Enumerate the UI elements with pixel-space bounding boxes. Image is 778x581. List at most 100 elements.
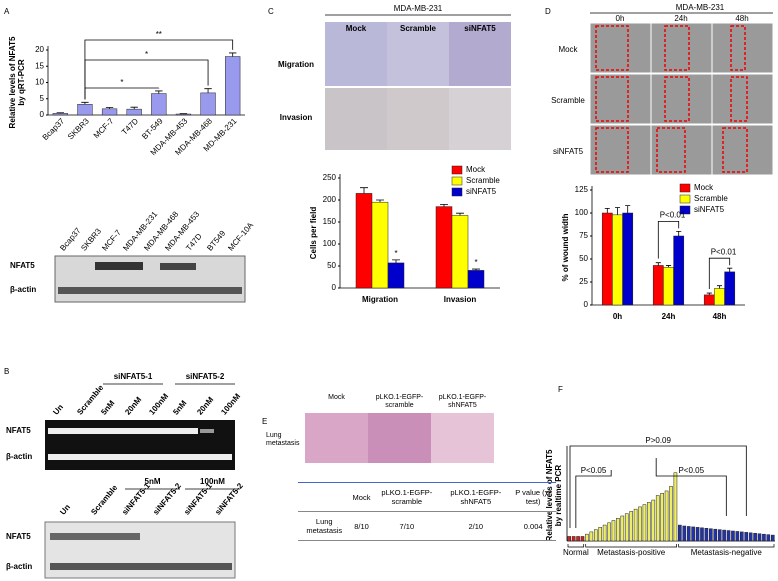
bar	[589, 531, 594, 542]
lane-label: SKBR3	[79, 226, 103, 252]
image	[449, 88, 511, 150]
lane-label: siNFAT5-2	[213, 481, 245, 517]
y-tick-label: 0	[40, 110, 45, 119]
cell: pLKO.1-EGFP-shNFAT5	[441, 482, 511, 512]
row-label: β-actin	[10, 285, 36, 294]
cell: 0.004	[523, 521, 543, 531]
column-label: 24h	[674, 14, 687, 23]
data-row: Lung metastasis 8/10 7/10 2/10 0.004	[298, 512, 556, 541]
bar	[451, 215, 469, 289]
x-tick-label: Migration	[362, 295, 398, 304]
error-bar	[376, 199, 384, 203]
panel-letter: E	[262, 417, 267, 426]
image-title: MDA-MB-231	[676, 3, 725, 12]
bar	[647, 502, 651, 542]
y-tick-label: 50	[327, 261, 336, 270]
row-label: siNFAT5	[553, 147, 584, 156]
x-tick-label: 24h	[662, 312, 676, 321]
bar	[602, 524, 607, 542]
cell: Mock	[350, 482, 373, 512]
column-label: pLKO.1-EGFP-scramble	[375, 394, 424, 409]
legend-label: Mock	[466, 165, 486, 174]
y-axis-label: by realtime PCR	[554, 465, 563, 527]
y-tick-label: 25	[579, 277, 588, 286]
column-label: 48h	[735, 14, 748, 23]
bar	[652, 265, 664, 306]
sig-bracket	[708, 257, 731, 290]
row-label: β-actin	[6, 452, 32, 461]
blot-a	[54, 255, 246, 303]
bar	[175, 113, 192, 116]
bar	[744, 532, 749, 542]
error-bar	[81, 101, 89, 105]
cell	[298, 482, 351, 512]
bar	[740, 531, 744, 542]
image	[589, 124, 652, 176]
lane-label: T47D	[184, 232, 204, 253]
legend-swatch	[679, 194, 691, 204]
image	[711, 22, 774, 74]
y-axis-label: by qRT-PCR	[17, 59, 26, 105]
error-bar	[625, 205, 631, 213]
band	[58, 287, 242, 294]
error-bar	[155, 90, 163, 94]
image-title: MDA-MB-231	[394, 4, 443, 13]
error-bar	[614, 207, 621, 215]
bar	[663, 267, 674, 306]
bar	[722, 529, 726, 542]
y-tick-label: 250	[323, 173, 337, 182]
bar	[664, 490, 669, 542]
p-value: P>0.09	[645, 436, 671, 445]
row-label: β-actin	[6, 562, 32, 571]
bar	[753, 533, 757, 542]
y-axis-label: Cells per field	[309, 207, 318, 260]
bar	[726, 530, 731, 542]
p-value: P<0.05	[678, 466, 704, 475]
image	[650, 73, 713, 125]
column-label: Scramble	[400, 24, 437, 33]
bar	[629, 511, 633, 542]
bar	[151, 93, 167, 116]
column-label: siNFAT5	[464, 24, 496, 33]
wound-boxes	[595, 25, 748, 173]
lane-label: BT549	[205, 228, 227, 252]
image	[325, 22, 387, 86]
bar	[225, 56, 241, 116]
group-label: Metastasis-positive	[597, 548, 666, 557]
bar	[435, 206, 453, 289]
bar	[673, 235, 685, 306]
cell: 8/10	[354, 521, 369, 531]
y-tick-label: 20	[35, 45, 44, 54]
wound-box	[664, 76, 690, 122]
bar	[355, 193, 373, 289]
sig-bracket	[84, 59, 209, 100]
x-tick-label: 0h	[613, 312, 622, 321]
legend-swatch	[451, 165, 463, 175]
y-tick-label: 0	[584, 300, 589, 309]
x-tick-label: Invasion	[444, 295, 477, 304]
bar	[757, 533, 762, 542]
panel-letter: D	[545, 7, 551, 16]
bar	[585, 533, 589, 542]
significance: **	[156, 30, 162, 39]
y-tick-label: 75	[579, 231, 588, 240]
lane-label: Un	[58, 503, 72, 517]
error-bar	[392, 259, 400, 263]
lane-label: 5nM	[171, 398, 188, 416]
band	[200, 429, 214, 433]
bar	[101, 108, 118, 116]
legend-label: siNFAT5	[694, 205, 725, 214]
cell: P value (χ² test)	[510, 482, 556, 512]
error-bar	[604, 208, 610, 213]
error-bar	[130, 106, 138, 110]
sig-bracket	[575, 470, 612, 528]
bar	[601, 212, 613, 306]
error-bar	[105, 107, 114, 109]
bar	[691, 526, 695, 542]
band	[160, 263, 196, 270]
error-bar	[204, 88, 212, 93]
row-label: Lung metastasis	[266, 432, 300, 447]
panel-letter: A	[4, 7, 10, 16]
result-table: Mock pLKO.1-EGFP-scramble pLKO.1-EGFP-shNF…	[298, 482, 556, 541]
